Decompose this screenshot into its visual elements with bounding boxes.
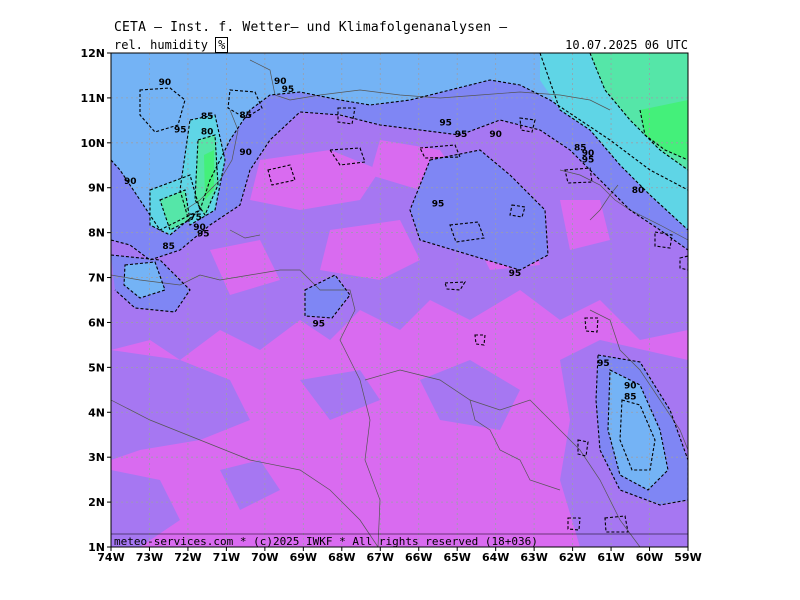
lon-label: 63W bbox=[520, 551, 547, 564]
isoline-value-label: 90 bbox=[239, 148, 252, 158]
isoline-value-label: 75 bbox=[189, 213, 202, 223]
lon-label: 69W bbox=[290, 551, 317, 564]
map-frame bbox=[110, 52, 689, 548]
isoline-value-label: 90 bbox=[624, 381, 637, 391]
parameter-label: rel. humidity % bbox=[114, 37, 229, 53]
lon-label: 64W bbox=[482, 551, 509, 564]
isoline-value-label: 80 bbox=[632, 186, 645, 196]
isoline-value-label: 95 bbox=[312, 319, 325, 329]
isoline-value-label: 85 bbox=[162, 242, 175, 252]
lon-label: 65W bbox=[443, 551, 470, 564]
isoline-value-label: 85 bbox=[624, 393, 637, 403]
lat-label: 12N bbox=[80, 47, 105, 60]
lon-label: 66W bbox=[405, 551, 432, 564]
lon-label: 70W bbox=[251, 551, 278, 564]
lat-label: 1N bbox=[88, 541, 105, 554]
isoline-value-label: 90 bbox=[159, 78, 172, 88]
lat-label: 6N bbox=[88, 316, 105, 329]
isoline-value-label: 90 bbox=[124, 177, 137, 187]
lon-label: 67W bbox=[367, 551, 394, 564]
lat-label: 5N bbox=[88, 361, 105, 374]
lat-label: 11N bbox=[80, 92, 105, 105]
lon-label: 60W bbox=[636, 551, 663, 564]
isoline-value-label: 90 bbox=[489, 130, 502, 140]
isolines bbox=[111, 53, 688, 533]
lat-label: 4N bbox=[88, 406, 105, 419]
lon-label: 68W bbox=[328, 551, 355, 564]
valid-time: 10.07.2025 06 UTC bbox=[565, 38, 688, 52]
isoline-value-label: 95 bbox=[582, 155, 595, 165]
lat-lon-grid bbox=[111, 53, 688, 547]
lat-label: 3N bbox=[88, 451, 105, 464]
isoline-value-label: 95 bbox=[597, 359, 610, 369]
lon-label: 72W bbox=[174, 551, 201, 564]
isoline-value-label: 95 bbox=[455, 130, 468, 140]
isoline-value-label: 80 bbox=[201, 128, 214, 138]
lat-label: 2N bbox=[88, 496, 105, 509]
lon-label: 61W bbox=[597, 551, 624, 564]
copyright-footer: meteo-services.com * (c)2025 IWKF * All … bbox=[114, 535, 538, 548]
lat-label: 8N bbox=[88, 227, 105, 240]
isoline-value-label: 90 bbox=[193, 223, 206, 233]
isoline-value-label: 95 bbox=[197, 230, 210, 240]
lon-label: 62W bbox=[559, 551, 586, 564]
coastlines-borders bbox=[111, 59, 688, 547]
isoline-value-label: 85 bbox=[574, 143, 587, 153]
isoline-value-label: 90 bbox=[274, 77, 287, 87]
lon-label: 59W bbox=[674, 551, 701, 564]
isoline-value-label: 95 bbox=[439, 119, 452, 129]
lon-label: 71W bbox=[213, 551, 240, 564]
longitude-axis: 74W 73W 72W 71W 70W 69W 68W 67W 66W 65W 64W 63W 62W 6… bbox=[97, 547, 702, 564]
lon-label: 74W bbox=[97, 551, 124, 564]
isoline-value-label: 95 bbox=[432, 199, 445, 209]
isoline-value-label: 95 bbox=[174, 125, 187, 135]
isoline-value-label: 95 bbox=[282, 85, 295, 95]
parameter-name: rel. humidity bbox=[114, 38, 208, 52]
isoline-value-label: 85 bbox=[239, 111, 252, 121]
isoline-value-label: 85 bbox=[201, 112, 214, 122]
lon-label: 73W bbox=[136, 551, 163, 564]
lat-label: 7N bbox=[88, 272, 105, 285]
isoline-value-label: 90 bbox=[582, 149, 595, 159]
isoline-value-label: 95 bbox=[509, 269, 522, 279]
header-title: CETA — Inst. f. Wetter— und Klimafolgena… bbox=[114, 20, 508, 35]
unit-box: % bbox=[215, 37, 229, 53]
latitude-axis: 12N 11N 10N 9N 8N 7N 6N 5N 4N 3N 2N 1N bbox=[80, 47, 111, 554]
lat-label: 10N bbox=[80, 137, 105, 150]
lat-label: 9N bbox=[88, 182, 105, 195]
